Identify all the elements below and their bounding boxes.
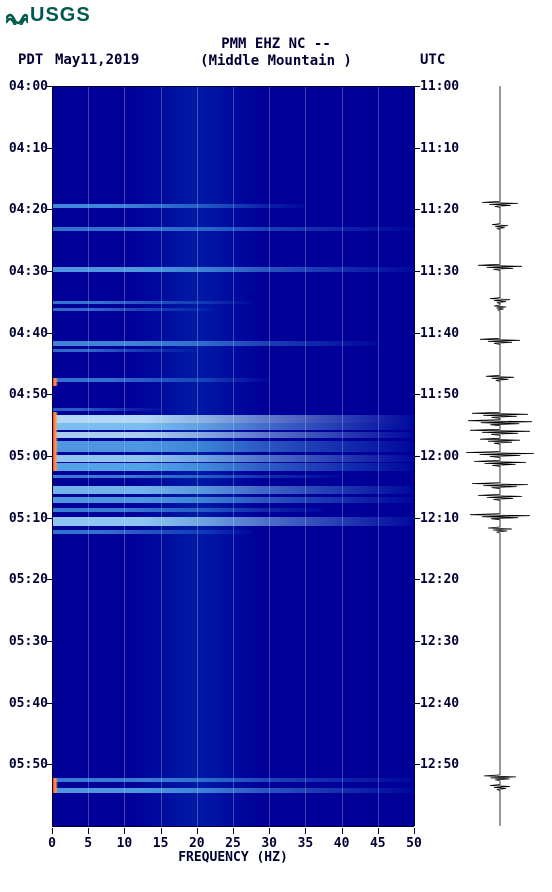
tz-left-label: PDT — [18, 52, 43, 68]
spectral-event — [52, 204, 305, 208]
date-label: May11,2019 — [55, 52, 139, 68]
x-tick-label: 10 — [117, 836, 133, 851]
utc-tick-label: 11:50 — [420, 388, 459, 401]
spectral-event — [52, 378, 269, 382]
utc-tick-label: 12:00 — [420, 450, 459, 463]
pdt-tick-label: 05:20 — [2, 573, 48, 586]
spectral-event — [52, 475, 342, 479]
spectral-event — [52, 267, 414, 271]
x-tick-label: 45 — [370, 836, 386, 851]
station-line: PMM EHZ NC -- — [0, 36, 552, 53]
utc-tick-label: 12:30 — [420, 635, 459, 648]
spectral-event — [52, 788, 414, 794]
utc-tick-label: 11:30 — [420, 265, 459, 278]
x-tick-label: 25 — [225, 836, 241, 851]
spectrogram-plot — [52, 86, 414, 826]
spectral-event — [52, 308, 215, 311]
x-axis-label: FREQUENCY (HZ) — [52, 850, 414, 865]
x-tick-label: 0 — [48, 836, 56, 851]
spectral-event — [52, 530, 251, 534]
pdt-tick-label: 05:30 — [2, 635, 48, 648]
pdt-tick-label: 04:10 — [2, 142, 48, 155]
utc-tick-label: 11:20 — [420, 203, 459, 216]
x-tick-label: 50 — [406, 836, 422, 851]
x-tick-label: 40 — [334, 836, 350, 851]
spectral-event — [52, 227, 414, 231]
x-tick-mark — [197, 828, 198, 834]
pdt-tick-label: 05:10 — [2, 512, 48, 525]
spectral-event — [52, 432, 414, 438]
x-tick-mark — [305, 828, 306, 834]
x-tick-mark — [88, 828, 89, 834]
seismogram-trace — [466, 86, 534, 826]
axis-border — [52, 826, 414, 827]
x-tick-mark — [124, 828, 125, 834]
utc-tick-label: 12:10 — [420, 512, 459, 525]
spectral-event — [52, 463, 414, 470]
wave-icon — [6, 8, 28, 24]
pdt-tick-label: 04:20 — [2, 203, 48, 216]
utc-tick-label: 12:20 — [420, 573, 459, 586]
spectral-event — [52, 423, 414, 430]
spectral-event — [52, 415, 414, 422]
x-tick-label: 35 — [298, 836, 314, 851]
x-tick-label: 30 — [261, 836, 277, 851]
spectral-event — [52, 455, 414, 462]
spectral-event — [52, 508, 324, 512]
usgs-logo: USGS — [6, 4, 91, 27]
axis-border — [52, 86, 53, 826]
seismogram-svg — [455, 86, 545, 826]
x-tick-mark — [269, 828, 270, 834]
x-tick-label: 20 — [189, 836, 205, 851]
utc-tick-label: 12:40 — [420, 697, 459, 710]
spectral-event — [52, 517, 414, 526]
utc-tick-label: 11:00 — [420, 80, 459, 93]
pdt-tick-label: 04:40 — [2, 327, 48, 340]
spectral-event — [52, 341, 378, 345]
pdt-tick-label: 04:30 — [2, 265, 48, 278]
logo-text: USGS — [30, 4, 91, 27]
x-tick-mark — [233, 828, 234, 834]
spectral-event — [52, 441, 414, 452]
pdt-tick-label: 05:00 — [2, 450, 48, 463]
pdt-tick-label: 04:50 — [2, 388, 48, 401]
spectral-event — [52, 301, 251, 305]
x-tick-mark — [52, 828, 53, 834]
spectral-event — [52, 497, 414, 503]
spectral-event — [52, 486, 414, 495]
x-tick-mark — [161, 828, 162, 834]
spectral-event — [52, 349, 197, 352]
pdt-tick-label: 05:40 — [2, 697, 48, 710]
utc-tick-label: 12:50 — [420, 758, 459, 771]
axis-border — [52, 86, 414, 87]
x-tick-label: 15 — [153, 836, 169, 851]
side-seismogram — [455, 86, 545, 826]
pdt-tick-label: 04:00 — [2, 80, 48, 93]
pdt-tick-label: 05:50 — [2, 758, 48, 771]
utc-tick-label: 11:40 — [420, 327, 459, 340]
x-tick-mark — [414, 828, 415, 834]
spectral-event — [52, 778, 414, 782]
tz-right-label: UTC — [420, 52, 445, 68]
spectral-event — [52, 408, 161, 411]
x-tick-mark — [378, 828, 379, 834]
x-tick-mark — [342, 828, 343, 834]
axis-border — [414, 86, 415, 826]
utc-tick-label: 11:10 — [420, 142, 459, 155]
x-tick-label: 5 — [84, 836, 92, 851]
